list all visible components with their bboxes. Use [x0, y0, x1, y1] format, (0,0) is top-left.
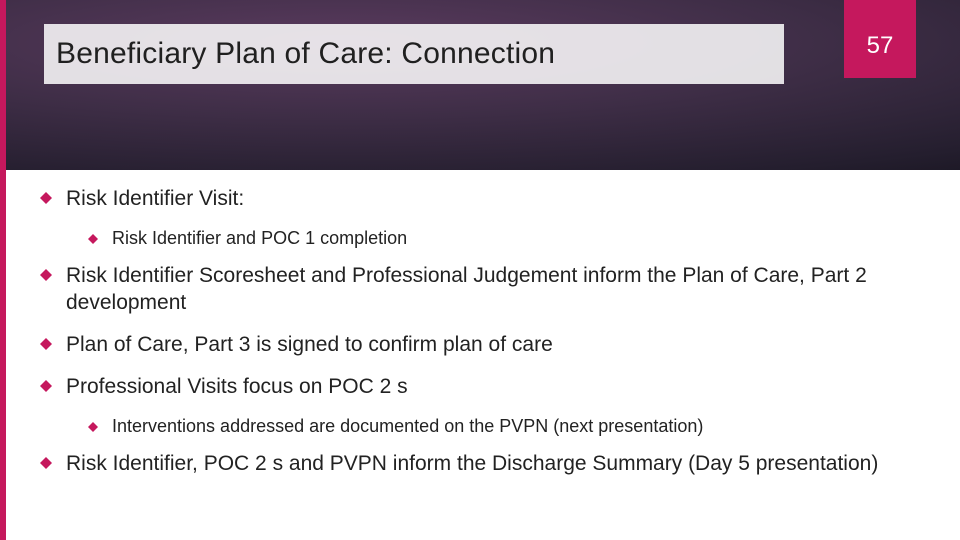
- bullet-item-l2: Interventions addressed are documented o…: [88, 416, 936, 437]
- bullet-text: Interventions addressed are documented o…: [112, 416, 936, 437]
- diamond-bullet-icon: [40, 338, 52, 350]
- diamond-bullet-icon: [88, 422, 98, 432]
- bullet-item-l1: Plan of Care, Part 3 is signed to confir…: [40, 332, 936, 358]
- bullet-text: Professional Visits focus on POC 2 s: [66, 374, 936, 400]
- bullet-text: Risk Identifier and POC 1 completion: [112, 228, 936, 249]
- bullet-item-l1: Risk Identifier Scoresheet and Professio…: [40, 263, 936, 316]
- bullet-item-l1: Professional Visits focus on POC 2 s: [40, 374, 936, 400]
- slide: Beneficiary Plan of Care: Connection 57 …: [0, 0, 960, 540]
- bullet-item-l2: Risk Identifier and POC 1 completion: [88, 228, 936, 249]
- title-container: Beneficiary Plan of Care: Connection: [44, 24, 784, 84]
- bullet-item-l1: Risk Identifier Visit:: [40, 186, 936, 212]
- diamond-bullet-icon: [40, 192, 52, 204]
- diamond-bullet-icon: [40, 269, 52, 281]
- diamond-bullet-icon: [40, 380, 52, 392]
- bullet-text: Risk Identifier Scoresheet and Professio…: [66, 263, 936, 316]
- bullet-text: Plan of Care, Part 3 is signed to confir…: [66, 332, 936, 358]
- page-number: 57: [867, 32, 894, 60]
- slide-title: Beneficiary Plan of Care: Connection: [56, 37, 555, 71]
- page-number-badge: 57: [844, 0, 916, 78]
- bullet-item-l1: Risk Identifier, POC 2 s and PVPN inform…: [40, 451, 936, 477]
- slide-header: Beneficiary Plan of Care: Connection 57: [6, 0, 960, 170]
- bullet-text: Risk Identifier, POC 2 s and PVPN inform…: [66, 451, 936, 477]
- diamond-bullet-icon: [40, 457, 52, 469]
- slide-body: Risk Identifier Visit: Risk Identifier an…: [40, 186, 936, 530]
- bullet-text: Risk Identifier Visit:: [66, 186, 936, 212]
- diamond-bullet-icon: [88, 234, 98, 244]
